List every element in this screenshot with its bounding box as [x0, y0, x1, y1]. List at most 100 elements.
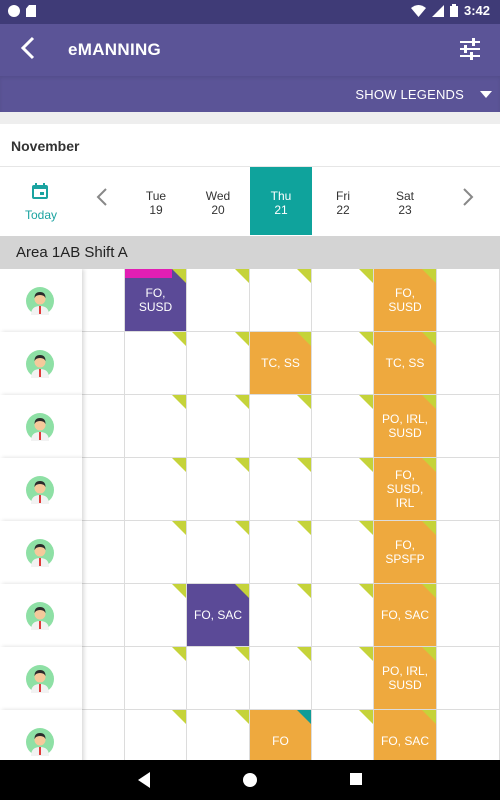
schedule-cell[interactable] [125, 584, 187, 647]
cell-corner-marker-icon [235, 710, 249, 724]
day-name: Sat [395, 189, 414, 203]
back-arrow-icon[interactable] [20, 36, 36, 64]
schedule-cell[interactable] [437, 332, 500, 395]
schedule-cell[interactable] [187, 269, 250, 332]
schedule-cell[interactable] [125, 395, 187, 458]
schedule-cell[interactable] [312, 647, 374, 710]
cell-corner-marker-icon [297, 395, 311, 409]
schedule-cell[interactable] [187, 395, 250, 458]
shift-code[interactable]: PO, IRL, SUSD [374, 647, 436, 709]
cell-corner-marker-icon [422, 332, 436, 346]
shift-code[interactable]: FO, SAC [374, 710, 436, 760]
cell-corner-marker-icon [172, 647, 186, 661]
schedule-cell[interactable] [187, 458, 250, 521]
schedule-cell[interactable] [250, 458, 312, 521]
cell-corner-marker-icon [422, 458, 436, 472]
filter-sliders-icon[interactable] [458, 37, 482, 61]
employee-row-avatar[interactable] [0, 584, 82, 647]
schedule-cell[interactable] [187, 710, 250, 760]
schedule-cell[interactable]: TC, SS [374, 332, 437, 395]
employee-row-avatar[interactable] [0, 710, 82, 760]
nav-back-icon[interactable] [138, 772, 150, 788]
avatar-icon [26, 350, 54, 378]
day-fri[interactable]: Fri 22 [312, 167, 374, 235]
schedule-cell[interactable]: FO, SAC [187, 584, 250, 647]
day-thu[interactable]: Thu 21 [250, 167, 312, 235]
shift-code[interactable]: FO, SUSD, IRL [374, 458, 436, 520]
employee-row-avatar[interactable] [0, 332, 82, 395]
legend-bar[interactable]: SHOW LEGENDS [0, 76, 500, 112]
schedule-cell[interactable] [312, 584, 374, 647]
schedule-cell[interactable] [125, 521, 187, 584]
android-nav-bar [0, 760, 500, 800]
show-legends-button[interactable]: SHOW LEGENDS [355, 87, 464, 102]
schedule-cell[interactable] [312, 269, 374, 332]
today-button[interactable]: Today [0, 167, 82, 235]
schedule-cell[interactable] [250, 584, 312, 647]
schedule-cell[interactable] [437, 647, 500, 710]
schedule-cell[interactable] [187, 521, 250, 584]
schedule-cell[interactable] [250, 521, 312, 584]
schedule-cell[interactable] [125, 647, 187, 710]
cell-corner-marker-icon [172, 332, 186, 346]
schedule-cell[interactable]: FO, SAC [374, 710, 437, 760]
employee-row-avatar[interactable] [0, 521, 82, 584]
avatar-icon [26, 539, 54, 567]
schedule-cell[interactable] [312, 521, 374, 584]
schedule-cell[interactable]: FO, SUSD, IRL [374, 458, 437, 521]
schedule-cell[interactable] [125, 332, 187, 395]
schedule-cell[interactable] [312, 395, 374, 458]
schedule-cell[interactable] [250, 395, 312, 458]
day-name: Tue [145, 189, 167, 203]
schedule-cell[interactable] [187, 332, 250, 395]
schedule-cell[interactable] [125, 458, 187, 521]
schedule-cell[interactable]: FO, SUSD [125, 269, 187, 332]
app-title: eMANNING [68, 40, 162, 59]
cell-corner-marker-icon [359, 269, 373, 283]
schedule-cell[interactable]: FO [250, 710, 312, 760]
day-sat[interactable]: Sat 23 [374, 167, 436, 235]
schedule-cell[interactable] [437, 458, 500, 521]
schedule-cell[interactable]: TC, SS [250, 332, 312, 395]
schedule-cell[interactable]: FO, SPSFP [374, 521, 437, 584]
schedule-cell[interactable]: PO, IRL, SUSD [374, 647, 437, 710]
schedule-cell[interactable] [437, 395, 500, 458]
day-name: Thu [270, 189, 292, 203]
schedule-cell [82, 521, 125, 584]
schedule-cell[interactable] [125, 710, 187, 760]
month-label: November [11, 138, 80, 154]
employee-row-avatar[interactable] [0, 269, 82, 332]
cell-corner-marker-icon [172, 395, 186, 409]
day-wed[interactable]: Wed 20 [187, 167, 249, 235]
schedule-cell[interactable] [437, 584, 500, 647]
schedule-cell[interactable] [250, 269, 312, 332]
spacer [0, 112, 500, 124]
employee-row-avatar[interactable] [0, 647, 82, 710]
cell-corner-marker-icon [235, 521, 249, 535]
schedule-cell[interactable]: FO, SAC [374, 584, 437, 647]
schedule-cell[interactable] [187, 647, 250, 710]
nav-home-icon[interactable] [243, 773, 257, 787]
employee-row-avatar[interactable] [0, 458, 82, 521]
schedule-cell[interactable]: PO, IRL, SUSD [374, 395, 437, 458]
schedule-cell[interactable] [312, 710, 374, 760]
schedule-cell[interactable] [250, 647, 312, 710]
schedule-cell[interactable]: FO, SUSD [374, 269, 437, 332]
next-week-chevron-icon[interactable] [462, 187, 474, 213]
prev-week-chevron-icon[interactable] [96, 187, 108, 213]
status-bar: 3:42 [0, 0, 500, 24]
schedule-cell[interactable] [312, 458, 374, 521]
schedule-cell[interactable] [312, 332, 374, 395]
employee-row-avatar[interactable] [0, 395, 82, 458]
cell-corner-marker-icon [297, 332, 311, 346]
day-tue[interactable]: Tue 19 [125, 167, 187, 235]
schedule-cell[interactable] [437, 710, 500, 760]
area-label: Area 1AB Shift A [16, 244, 128, 261]
cell-corner-marker-icon [422, 521, 436, 535]
cell-corner-marker-icon [359, 458, 373, 472]
schedule-cell[interactable] [437, 521, 500, 584]
cell-corner-marker-icon [172, 584, 186, 598]
schedule-cell[interactable] [437, 269, 500, 332]
nav-recents-icon[interactable] [350, 773, 362, 785]
cell-corner-marker-icon [422, 395, 436, 409]
